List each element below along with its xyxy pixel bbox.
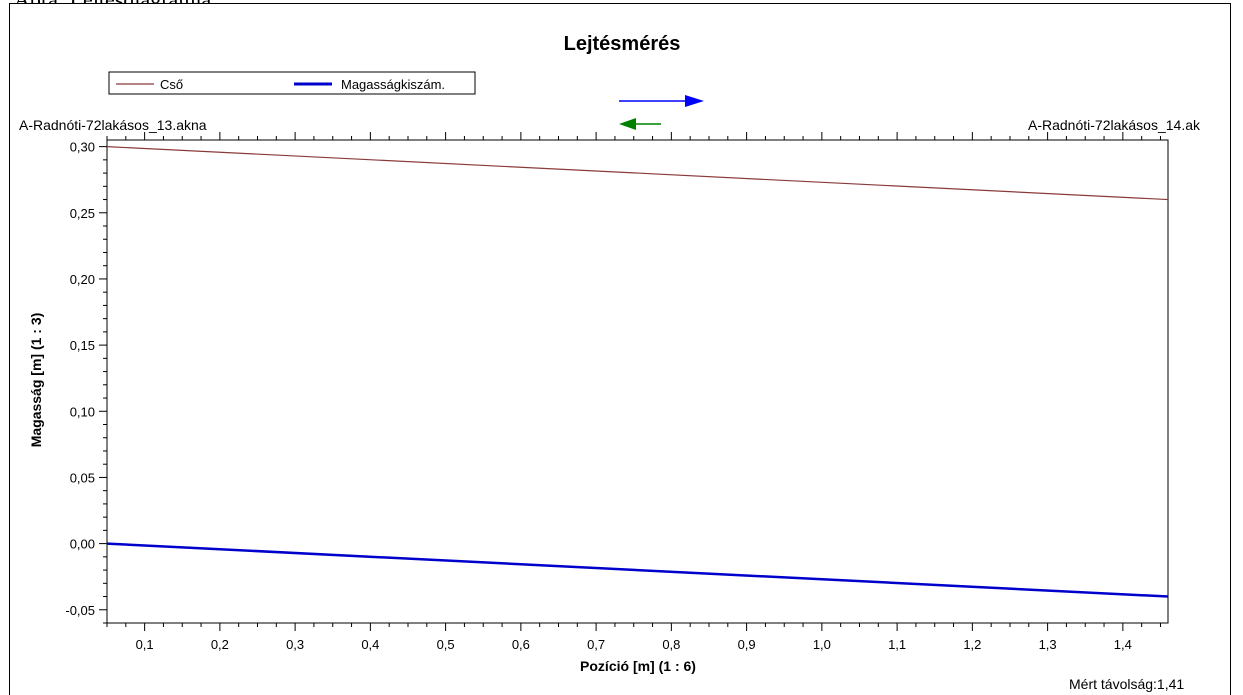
- y-tick-label: 0,20: [70, 272, 95, 287]
- y-tick-label: 0,10: [70, 404, 95, 419]
- x-tick-label: 1,3: [1039, 637, 1057, 652]
- y-tick-label: 0,05: [70, 470, 95, 485]
- x-tick-label: 1,0: [813, 637, 831, 652]
- x-tick-label: 0,8: [662, 637, 680, 652]
- x-tick-label: 1,1: [888, 637, 906, 652]
- x-tick-label: 0,4: [361, 637, 379, 652]
- x-tick-label: 0,1: [136, 637, 154, 652]
- calculated-height-line: [106, 542, 1169, 598]
- flow-direction-right-arrow: [619, 95, 704, 107]
- legend-label-cso: Cső: [160, 77, 183, 92]
- chart-title: Lejtésmérés: [564, 33, 681, 55]
- start-node-label: A-Radnóti-72lakásos_13.akna: [19, 117, 207, 133]
- x-tick-label: 1,2: [963, 637, 981, 652]
- x-axis-label: Pozíció [m] (1 : 6): [580, 658, 696, 674]
- y-tick-label: 0,15: [70, 338, 95, 353]
- end-node-label: A-Radnóti-72lakásos_14.ak: [1028, 117, 1201, 133]
- x-tick-label: 0,9: [738, 637, 756, 652]
- flow-direction-left-arrow: [619, 118, 661, 130]
- legend: Cső Magasságkiszám.: [108, 71, 476, 95]
- x-tick-label: 0,2: [211, 637, 229, 652]
- plot-area: [106, 139, 1169, 624]
- pipe-top-line: [106, 146, 1169, 201]
- x-tick-label: 0,3: [286, 637, 304, 652]
- y-axis-label: Magasság [m] (1 : 3): [28, 313, 44, 448]
- y-tick-label: 0,30: [70, 140, 95, 155]
- measured-distance: Mért távolság:1,41: [1069, 676, 1184, 692]
- x-tick-label: 0,5: [437, 637, 455, 652]
- y-tick-label: -0,05: [65, 603, 95, 618]
- x-tick-label: 1,4: [1114, 637, 1132, 652]
- legend-label-magassag: Magasságkiszám.: [341, 77, 445, 92]
- x-tick-label: 0,7: [587, 637, 605, 652]
- x-tick-label: 0,6: [512, 637, 530, 652]
- y-tick-label: 0,00: [70, 537, 95, 552]
- y-tick-label: 0,25: [70, 206, 95, 221]
- legend-box: [108, 71, 476, 95]
